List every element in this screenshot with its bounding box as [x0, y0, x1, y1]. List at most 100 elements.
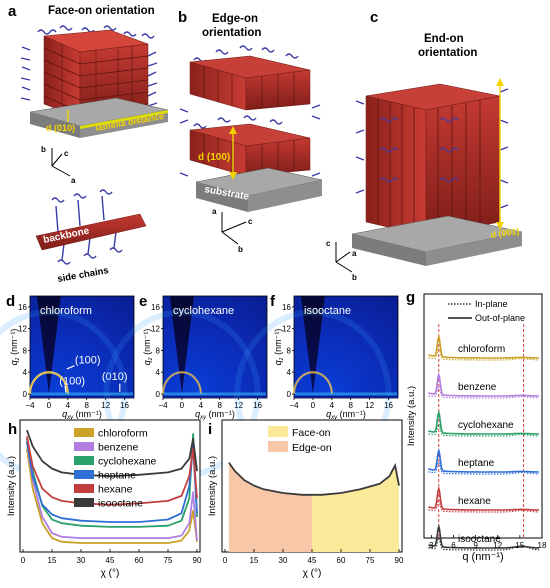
panel-letter-f: f: [270, 293, 276, 310]
tick-y: 4: [287, 368, 292, 377]
tick-x: 75: [366, 556, 375, 565]
tick-x: 8: [349, 401, 354, 410]
peak-arrow: [66, 365, 75, 370]
tick-y: 8: [156, 346, 161, 355]
panel-i-plot: Face-on Edge-on 0 15 30 45 60 75 90: [223, 426, 404, 565]
giwaxs-xlabel: qxy (nm⁻¹): [326, 409, 366, 421]
tick-x: 12: [365, 401, 374, 410]
axis-c-label: c: [248, 217, 253, 226]
axis-a-label: a: [352, 249, 357, 258]
tick-y: 16: [282, 303, 291, 312]
panel-a-side-chains: [20, 25, 158, 107]
panel-g-plot: In-plane Out-of-plane chloroform benzene cyc…: [428, 299, 547, 551]
legend-label-cyclohexane: cyclohexane: [98, 456, 157, 468]
tick-y: 0: [287, 390, 292, 399]
panel-c-title-line-2: orientation: [418, 47, 477, 59]
giwaxs-xlabel: qxy (nm⁻¹): [62, 409, 102, 421]
tick-x: 16: [120, 401, 129, 410]
peak-label-010: (010): [102, 371, 128, 383]
missing-wedge: [300, 296, 325, 394]
ring-100-core: [29, 371, 69, 395]
tick-x: 12: [493, 541, 502, 550]
panel-f: f isooctane −4 0 4 8 12 16 0 4 8 12 16 qxy (nm⁻¹) qz (…: [234, 293, 399, 479]
panel-i-legend: Face-on Edge-on: [268, 426, 332, 454]
series-label-hexane: hexane: [458, 496, 491, 507]
tick-x: −4: [289, 401, 299, 410]
series-isooctane: [228, 462, 400, 496]
panel-a: a Face-on orientation d (010) lamella di…: [8, 3, 169, 285]
panel-h: h chloroform benzene cyclohexane heptane hex…: [6, 419, 202, 579]
panel-h-xlabel: χ (°): [101, 568, 120, 579]
series-isooctane: [26, 429, 198, 477]
series-label-benzene: benzene: [458, 382, 497, 393]
tick-x: 60: [337, 556, 346, 565]
panel-c-axes: [335, 242, 353, 273]
series-chloroform: [26, 448, 198, 544]
panel-a-axes: [51, 148, 71, 177]
panel-i-xlabel: χ (°): [303, 568, 322, 579]
legend-swatch-chloroform: [74, 428, 94, 437]
panel-a-d-label: d (010): [46, 123, 75, 133]
panel-g-ylabel: Intensity (a.u.): [406, 386, 417, 446]
legend-swatch-edge-on: [268, 441, 288, 452]
tick-y: 4: [156, 368, 161, 377]
legend-swatch-hexane: [74, 484, 94, 493]
axis-b-label: b: [352, 273, 357, 282]
tick-x: 12: [101, 401, 110, 410]
series-heptane-out-of-plane: [428, 448, 539, 473]
tick-x: 30: [77, 556, 86, 565]
tick-y: 12: [18, 325, 27, 334]
panel-g-legend: In-plane Out-of-plane: [448, 299, 525, 323]
panel-g-xlabel: q (nm⁻¹): [462, 551, 503, 563]
series-chloroform-out-of-plane: [428, 334, 539, 359]
tick-x: 6: [451, 541, 456, 550]
legend-label-benzene: benzene: [98, 442, 138, 454]
panel-g-frame: [423, 293, 543, 539]
panel-c-stack: [355, 83, 509, 237]
solvent-label-f: isooctane: [304, 305, 351, 317]
panel-letter-d: d: [6, 293, 15, 310]
panel-i: i Face-on Edge-on 0 15 30 45 60 75 90 Intensity …: [207, 419, 404, 579]
tick-x: 30: [279, 556, 288, 565]
panel-h-plot: chloroform benzene cyclohexane heptane hexan…: [21, 428, 202, 566]
panel-letter-g: g: [406, 289, 415, 306]
panel-b-stack: [179, 45, 321, 177]
legend-label-heptane: heptane: [98, 470, 136, 482]
tick-y: 8: [23, 346, 28, 355]
panel-b-axes: [221, 212, 247, 245]
series-benzene-in-plane: [428, 384, 540, 399]
panel-c: c End-on orientation d (001) c a b: [326, 9, 523, 282]
panel-a-backbone-illustration: backbone side chains: [35, 189, 147, 285]
legend-label-out-of-plane: Out-of-plane: [475, 313, 525, 323]
series-heptane-in-plane: [428, 460, 540, 475]
tick-y: 8: [287, 346, 292, 355]
panel-a-lamella-stack: [43, 29, 149, 119]
tick-y: 4: [23, 368, 28, 377]
panel-g: g In-plane Out-of-plane chloroform benzene c…: [406, 289, 547, 563]
tick-x: 0: [180, 401, 185, 410]
axis-b-label: b: [238, 245, 243, 254]
panel-b: b Edge-on orientation substrate d (100): [178, 9, 323, 254]
tick-x: 15: [48, 556, 57, 565]
tick-y: 0: [23, 390, 28, 399]
panel-h-ylabel: Intensity (a.u.): [6, 456, 17, 516]
horizon-line: [31, 392, 133, 396]
series-label-chloroform: chloroform: [458, 344, 505, 355]
legend-swatch-benzene: [74, 442, 94, 451]
peak-label-100-b: (100): [59, 376, 85, 388]
legend-swatch-isooctane: [74, 498, 94, 507]
tick-x: 4: [330, 401, 335, 410]
tick-x: 90: [193, 556, 202, 565]
axis-b-label: b: [41, 145, 46, 154]
panel-b-d-label: d (100): [198, 152, 230, 163]
panel-letter-h: h: [8, 421, 17, 438]
series-label-isooctane: isooctane: [458, 534, 501, 545]
series-benzene: [26, 442, 198, 541]
tick-x: 16: [384, 401, 393, 410]
region-edge-on: [228, 462, 312, 552]
tick-x: 4: [199, 401, 204, 410]
tick-y: 12: [282, 325, 291, 334]
tick-x: 0: [21, 556, 26, 565]
tick-x: 8: [218, 401, 223, 410]
tick-x: −4: [25, 401, 35, 410]
